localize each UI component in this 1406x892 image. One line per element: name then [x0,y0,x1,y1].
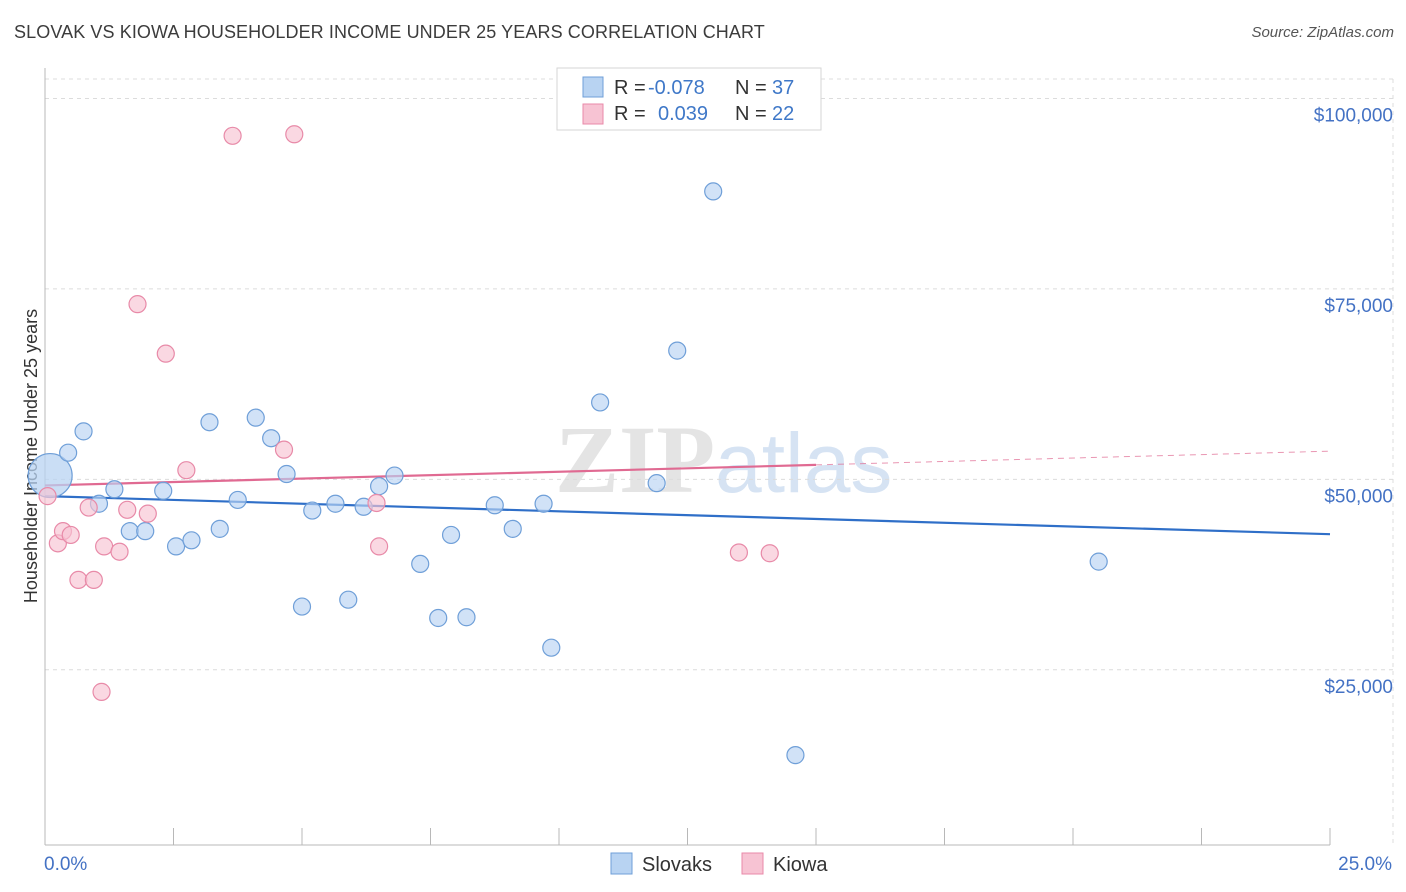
point-kiowa-17 [285,125,304,144]
legend-n-value-slovaks: 37 [772,77,794,99]
point-slovaks-27 [485,496,504,515]
x-tick-marks [44,828,1331,845]
legend-swatch-kiowa [582,103,604,125]
point-slovaks-9 [182,531,201,550]
point-slovaks-32 [647,474,666,493]
trend-line-slovaks [44,495,1331,536]
point-kiowa-15 [223,126,242,145]
trend-line-kiowa [44,463,817,487]
y-tick-label-100000: $100,000 [1314,105,1393,126]
legend-r-value-slovaks: -0.078 [648,77,705,99]
trend-line-kiowa-extension [815,450,1331,466]
bottom-legend-label-slovaks: Slovaks [642,854,712,876]
point-slovaks-29 [534,494,553,513]
point-slovaks-34 [704,182,723,201]
point-slovaks-22 [385,466,404,485]
data-points [27,125,1108,765]
point-kiowa-0 [38,487,57,506]
legend-r-label-kiowa: R = [614,103,646,125]
point-kiowa-12 [138,504,157,523]
point-slovaks-24 [429,608,448,628]
point-kiowa-16 [274,440,294,459]
point-slovaks-35 [786,746,805,765]
point-kiowa-20 [729,543,749,562]
point-slovaks-23 [411,554,430,574]
y-tick-label-50000: $50,000 [1324,486,1393,507]
x-tick-label-min: 0.0% [44,854,87,875]
point-slovaks-4 [105,480,124,499]
correlation-legend: R = -0.078 N = 37 R = 0.039 N = 22 [556,67,822,131]
point-slovaks-30 [542,638,561,657]
point-slovaks-8 [166,537,186,556]
point-slovaks-12 [228,490,247,510]
source-label: Source: ZipAtlas.com [1251,24,1394,41]
x-tick-label-max: 25.0% [1338,854,1392,875]
legend-n-label-kiowa: N = [735,103,767,125]
point-kiowa-11 [128,295,147,314]
legend-r-label-slovaks: R = [614,77,646,99]
point-kiowa-18 [367,493,386,513]
point-kiowa-9 [110,542,129,561]
y-axis-label: Householder Income Under 25 years [21,309,41,603]
point-kiowa-3 [61,525,80,545]
point-slovaks-14 [262,429,281,448]
chart-title: SLOVAK VS KIOWA HOUSEHOLDER INCOME UNDER… [14,22,765,42]
y-tick-label-75000: $75,000 [1324,296,1393,317]
point-slovaks-2 [74,422,93,441]
point-slovaks-1 [59,443,78,462]
point-slovaks-28 [503,519,522,538]
y-tick-label-25000: $25,000 [1324,677,1393,698]
point-slovaks-33 [668,341,687,360]
point-slovaks-19 [339,590,358,609]
watermark-atlas: atlas [715,416,892,510]
point-kiowa-4 [69,570,88,590]
point-kiowa-13 [156,344,175,363]
point-slovaks-13 [246,408,265,427]
point-slovaks-26 [457,608,476,627]
point-slovaks-21 [370,477,389,496]
point-slovaks-31 [591,393,610,412]
legend-n-label-slovaks: N = [735,77,767,99]
point-slovaks-17 [303,501,322,520]
point-kiowa-7 [92,682,111,701]
bottom-legend-swatch-kiowa [741,852,764,875]
point-slovaks-7 [154,481,173,500]
point-slovaks-16 [292,597,312,616]
point-kiowa-19 [370,537,389,556]
legend-r-value-kiowa: 0.039 [658,103,708,125]
point-kiowa-8 [95,537,114,556]
point-kiowa-6 [84,570,103,590]
point-kiowa-10 [118,500,137,519]
trend-lines [44,450,1331,536]
point-slovaks-36 [1089,552,1108,571]
point-slovaks-18 [326,494,345,513]
bottom-legend-label-kiowa: Kiowa [773,854,828,876]
point-slovaks-10 [200,413,219,432]
point-kiowa-21 [760,544,779,563]
legend-swatch-slovaks [582,76,604,98]
y-tick-labels: $25,000 $50,000 $75,000 $100,000 [1314,105,1393,697]
watermark-zip: ZIP [555,406,715,513]
bottom-legend-swatch-slovaks [610,852,633,875]
point-slovaks-15 [277,464,296,484]
point-slovaks-6 [136,522,155,541]
point-kiowa-5 [79,498,98,517]
legend-n-value-kiowa: 22 [772,103,794,125]
point-slovaks-5 [120,522,139,541]
series-legend: Slovaks Kiowa [610,852,828,876]
point-slovaks-25 [441,525,461,545]
point-kiowa-14 [177,461,196,480]
point-slovaks-11 [210,519,229,538]
